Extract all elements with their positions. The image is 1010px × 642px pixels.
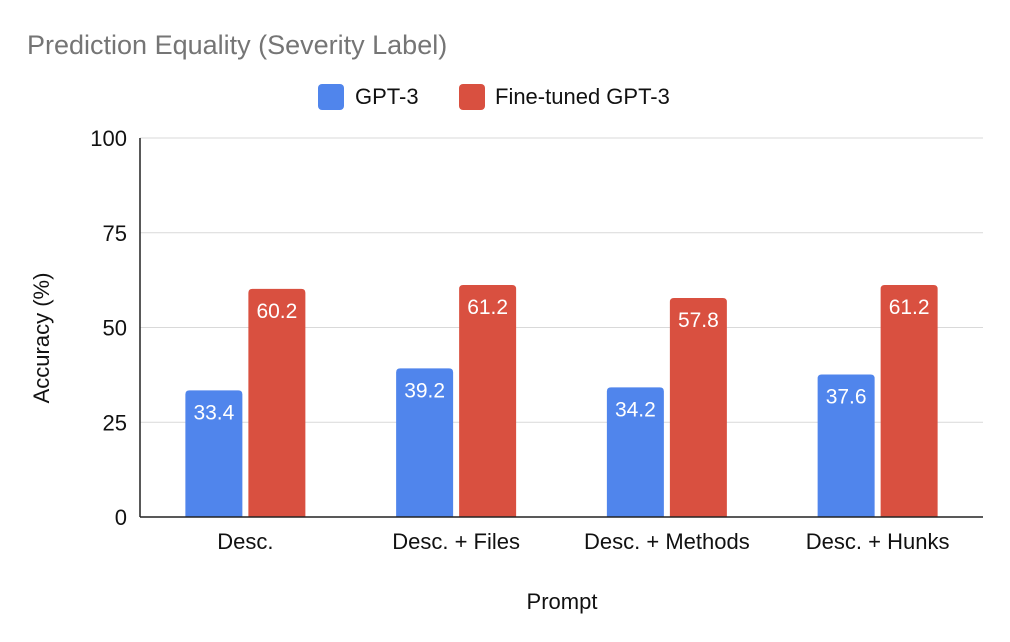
x-tick-label-2: Desc. + Methods (584, 529, 750, 554)
bar-label-0-3: 37.6 (826, 385, 867, 408)
x-axis-ticks: Desc. Desc. + Files Desc. + Methods Desc. +… (217, 529, 949, 554)
bar-label-1-1: 61.2 (467, 296, 508, 319)
x-tick-label-3: Desc. + Hunks (806, 529, 950, 554)
bar-label-0-2: 34.2 (615, 398, 656, 421)
legend: GPT-3 Fine-tuned GPT-3 (318, 84, 670, 110)
x-tick-label-0: Desc. (217, 529, 273, 554)
bar-0-3 (817, 374, 875, 517)
legend-swatch-0 (318, 84, 344, 110)
x-tick-label-1: Desc. + Files (392, 529, 520, 554)
chart-title: Prediction Equality (Severity Label) (27, 30, 447, 60)
y-tick-label-75: 75 (103, 221, 127, 246)
bar-label-0-1: 39.2 (404, 379, 445, 402)
y-axis-ticks: 0 25 50 75 100 (90, 126, 127, 530)
bar-label-1-0: 60.2 (256, 300, 297, 323)
bars (185, 285, 938, 517)
y-tick-label-100: 100 (90, 126, 127, 151)
y-tick-label-25: 25 (103, 410, 127, 435)
legend-label-0: GPT-3 (355, 84, 419, 109)
y-tick-label-0: 0 (115, 505, 127, 530)
x-axis-label: Prompt (527, 589, 598, 614)
bar-label-1-2: 57.8 (678, 309, 719, 332)
bar-1-2 (669, 297, 727, 517)
bar-1-3 (880, 285, 938, 517)
bar-label-1-3: 61.2 (889, 296, 930, 319)
legend-label-1: Fine-tuned GPT-3 (495, 84, 670, 109)
y-axis-label: Accuracy (%) (29, 273, 54, 404)
bar-0-0 (185, 390, 243, 517)
bar-0-2 (606, 387, 664, 517)
bar-0-1 (396, 368, 454, 517)
bar-1-0 (248, 288, 306, 517)
y-tick-label-50: 50 (103, 316, 127, 341)
bar-label-0-0: 33.4 (193, 401, 234, 424)
bar-1-1 (459, 285, 517, 517)
bar-data-labels: 33.4 60.2 39.2 61.2 34.2 57.8 37.6 61.2 (193, 296, 929, 424)
legend-swatch-1 (459, 84, 485, 110)
